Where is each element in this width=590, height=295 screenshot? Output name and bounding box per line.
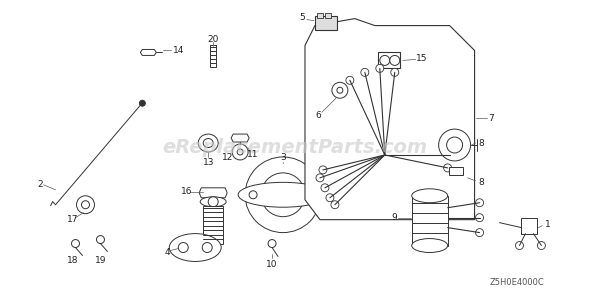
Text: 12: 12 [221,153,233,163]
Circle shape [208,197,218,207]
Circle shape [237,149,243,155]
Circle shape [319,166,327,174]
Circle shape [476,229,484,237]
Circle shape [309,191,317,199]
Ellipse shape [238,182,328,207]
Text: 14: 14 [173,46,184,55]
Circle shape [447,137,463,153]
Text: 2: 2 [38,180,44,189]
Ellipse shape [412,189,448,203]
Ellipse shape [200,197,226,207]
Circle shape [316,174,324,182]
Circle shape [268,240,276,248]
Text: 1: 1 [545,220,550,229]
Text: 8: 8 [478,178,484,187]
Circle shape [332,82,348,98]
Circle shape [71,240,80,248]
Circle shape [346,76,354,84]
Circle shape [476,199,484,207]
Circle shape [178,242,188,253]
Polygon shape [231,134,249,142]
Text: eReplacementParts.com: eReplacementParts.com [162,138,428,158]
Bar [448,167,463,175]
Bar [378,53,400,68]
Circle shape [261,173,305,217]
Circle shape [232,144,248,160]
Circle shape [321,184,329,192]
Text: 6: 6 [315,111,321,120]
Circle shape [476,214,484,222]
Text: 7: 7 [489,114,494,123]
Circle shape [97,236,104,244]
Bar [210,45,216,67]
Circle shape [361,68,369,76]
Circle shape [337,87,343,93]
Ellipse shape [198,134,218,152]
Circle shape [249,191,257,199]
Ellipse shape [203,139,213,148]
Text: Z5H0E4000C: Z5H0E4000C [490,278,545,287]
Text: 16: 16 [181,187,192,196]
Circle shape [245,157,321,232]
Circle shape [202,242,212,253]
Text: 18: 18 [67,256,78,265]
Ellipse shape [169,234,221,261]
Circle shape [438,129,471,161]
Polygon shape [140,50,156,55]
Bar [522,218,537,234]
Ellipse shape [412,239,448,253]
Circle shape [331,201,339,209]
Bar [412,196,448,245]
Text: 9: 9 [391,213,396,222]
Text: 19: 19 [95,256,106,265]
Text: 4: 4 [165,248,170,257]
Circle shape [444,164,451,172]
Circle shape [445,151,454,159]
Circle shape [81,201,90,209]
Bar [317,13,323,18]
Text: 17: 17 [67,215,78,224]
Text: 8: 8 [478,139,484,148]
Circle shape [326,194,334,202]
Polygon shape [305,19,474,220]
Text: 20: 20 [208,35,219,44]
Text: 10: 10 [266,260,278,269]
Circle shape [380,55,390,65]
Circle shape [391,68,399,76]
Circle shape [516,242,523,250]
Text: 15: 15 [416,54,427,63]
Circle shape [77,196,94,214]
Bar [325,13,331,18]
Bar [203,206,223,244]
Bar [315,16,337,30]
Text: 3: 3 [280,153,286,163]
Circle shape [537,242,545,250]
Circle shape [139,100,145,106]
Text: 11: 11 [247,150,259,160]
Polygon shape [199,188,227,198]
Text: 13: 13 [202,158,214,168]
Circle shape [376,64,384,72]
Circle shape [390,55,400,65]
Text: 5: 5 [299,13,305,22]
Circle shape [273,185,293,205]
